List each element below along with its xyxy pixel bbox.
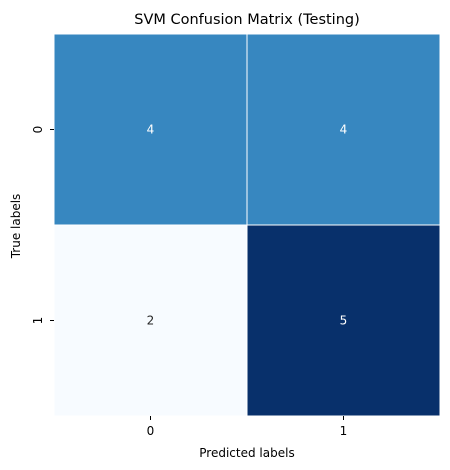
cell-annotation-1-0: 2 bbox=[147, 314, 155, 328]
y-tick-label-0: 0 bbox=[31, 126, 45, 134]
y-axis-label: True labels bbox=[9, 194, 23, 260]
heatmap-cell-0-0 bbox=[53, 33, 248, 226]
heatmap-cell-1-1 bbox=[246, 224, 441, 417]
y-axis-ticks: 01 bbox=[31, 126, 54, 325]
x-tick-label-1: 1 bbox=[340, 424, 348, 438]
x-axis-label: Predicted labels bbox=[199, 446, 294, 460]
heatmap-cell-0-1 bbox=[246, 33, 441, 226]
chart-title: SVM Confusion Matrix (Testing) bbox=[134, 12, 360, 28]
y-tick-label-1: 1 bbox=[31, 317, 45, 325]
heatmap-cell-1-0 bbox=[53, 224, 248, 417]
cell-annotation-0-0: 4 bbox=[147, 123, 155, 137]
cell-annotation-0-1: 4 bbox=[340, 123, 348, 137]
x-tick-label-0: 0 bbox=[147, 424, 155, 438]
heatmap-cells bbox=[53, 33, 441, 417]
cell-annotations: 4 4 2 5 bbox=[147, 123, 348, 328]
cell-annotation-1-1: 5 bbox=[340, 314, 348, 328]
